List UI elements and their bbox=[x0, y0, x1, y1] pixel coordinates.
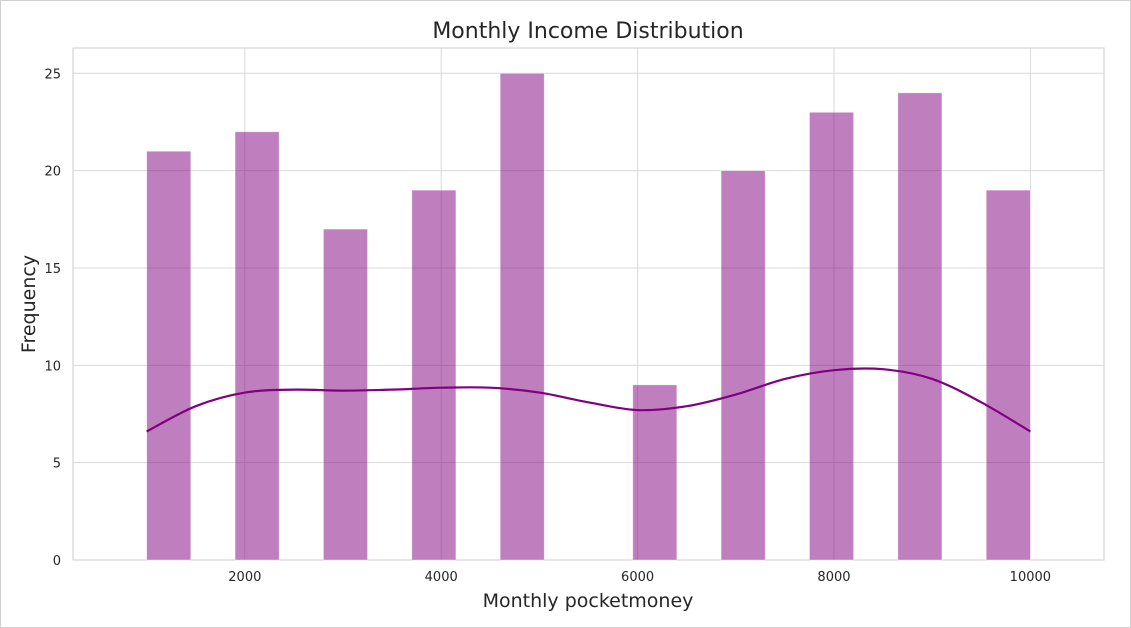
histogram-bar bbox=[809, 111, 855, 561]
x-tick-label: 10000 bbox=[1010, 570, 1051, 585]
y-tick-label: 15 bbox=[44, 262, 61, 277]
y-tick-label: 25 bbox=[44, 67, 61, 82]
chart-title: Monthly Income Distribution bbox=[432, 19, 743, 44]
y-tick-label: 0 bbox=[53, 554, 61, 569]
histogram-bar bbox=[985, 189, 1031, 561]
histogram-bars bbox=[146, 72, 1031, 561]
y-tick-label: 5 bbox=[53, 457, 61, 472]
y-tick-label: 20 bbox=[44, 165, 61, 180]
histogram-bar bbox=[897, 92, 943, 561]
histogram-bar bbox=[632, 384, 678, 561]
histogram-bar bbox=[499, 72, 545, 561]
histogram-bar bbox=[322, 228, 368, 561]
y-tick-labels: 0 5 10 15 20 25 bbox=[44, 67, 61, 569]
x-tick-label: 6000 bbox=[621, 570, 654, 585]
histogram-bar bbox=[720, 170, 766, 561]
kde-curve bbox=[146, 367, 1031, 433]
x-tick-label: 4000 bbox=[425, 570, 458, 585]
histogram-bar bbox=[146, 150, 192, 561]
x-tick-label: 8000 bbox=[817, 570, 850, 585]
histogram-bar bbox=[411, 189, 457, 561]
plot-area-border bbox=[72, 47, 1105, 561]
x-tick-label: 2000 bbox=[228, 570, 261, 585]
y-tick-label: 10 bbox=[44, 359, 61, 374]
x-axis-label: Monthly pocketmoney bbox=[483, 590, 694, 612]
x-tick-labels: 2000 4000 6000 8000 10000 bbox=[228, 570, 1051, 585]
grid-lines bbox=[73, 48, 1104, 561]
y-axis-label: Frequency bbox=[18, 255, 40, 353]
histogram-bar bbox=[234, 131, 280, 561]
